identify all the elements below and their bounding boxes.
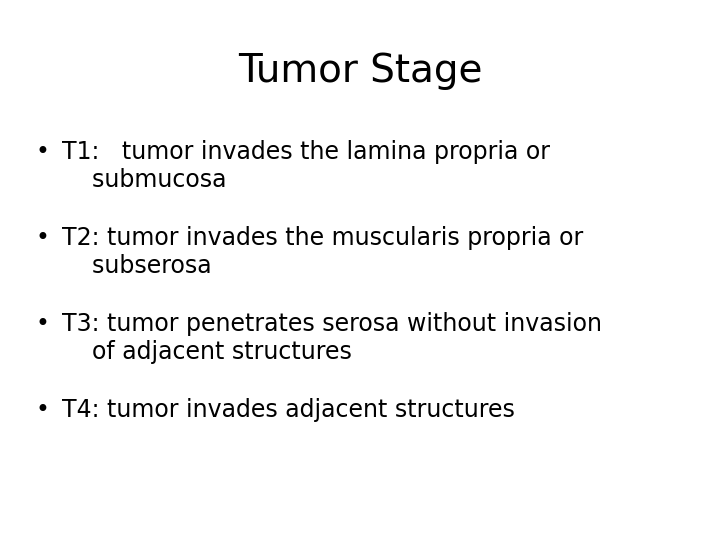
Text: subserosa: subserosa <box>62 254 212 278</box>
Text: T2: tumor invades the muscularis propria or: T2: tumor invades the muscularis propria… <box>62 226 583 250</box>
Text: •: • <box>35 226 49 250</box>
Text: T3: tumor penetrates serosa without invasion: T3: tumor penetrates serosa without inva… <box>62 312 602 336</box>
Text: Tumor Stage: Tumor Stage <box>238 52 482 90</box>
Text: submucosa: submucosa <box>62 168 227 192</box>
Text: •: • <box>35 312 49 336</box>
Text: T1:   tumor invades the lamina propria or: T1: tumor invades the lamina propria or <box>62 140 550 164</box>
Text: •: • <box>35 140 49 164</box>
Text: •: • <box>35 398 49 422</box>
Text: T4: tumor invades adjacent structures: T4: tumor invades adjacent structures <box>62 398 515 422</box>
Text: of adjacent structures: of adjacent structures <box>62 340 352 364</box>
